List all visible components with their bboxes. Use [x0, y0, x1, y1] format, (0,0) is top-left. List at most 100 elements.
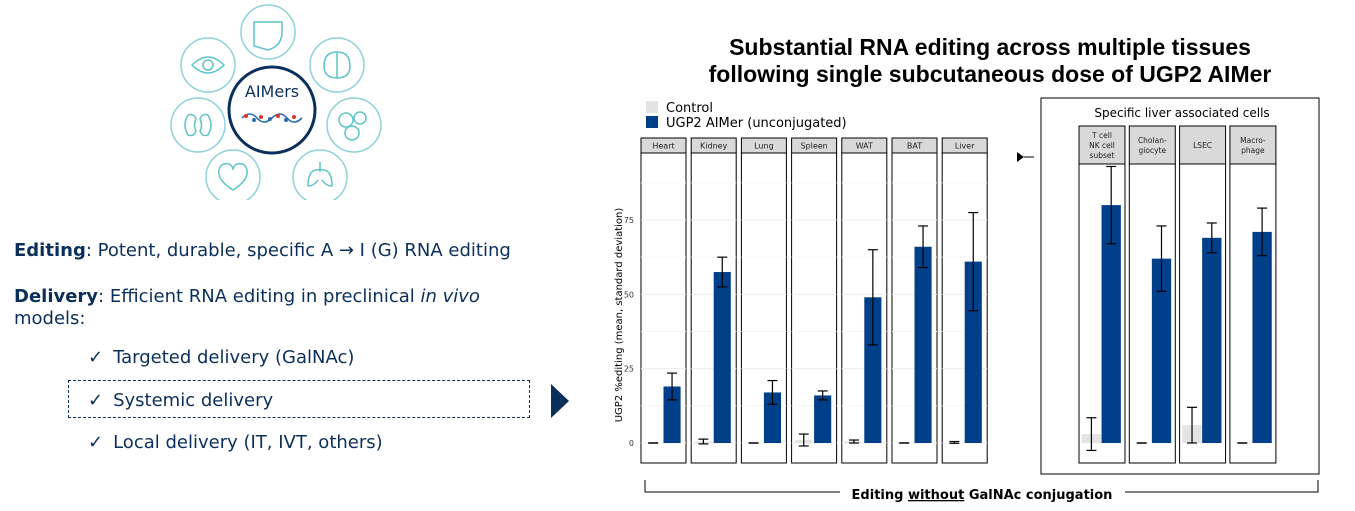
- chart-title-line-2: following single subcutaneous dose of UG…: [708, 61, 1272, 87]
- bar-aimer: [864, 297, 882, 443]
- facet-strip-label: giocyte: [1139, 146, 1167, 155]
- chart-footer: Editing without GalNAc conjugation: [644, 480, 1319, 503]
- bar-aimer: [914, 246, 932, 443]
- bar-aimer: [964, 261, 982, 443]
- check-item-systemic: ✓ Systemic delivery: [88, 390, 273, 411]
- chart-title-line-1: Substantial RNA editing across multiple …: [729, 34, 1251, 60]
- facet-strip-label: NK cell: [1089, 141, 1115, 150]
- facet-strip: [1229, 125, 1277, 165]
- facet-strip: [941, 137, 988, 154]
- check-item-label: Targeted delivery (GalNAc): [113, 347, 355, 368]
- delivery-line: Delivery: Efficient RNA editing in precl…: [14, 286, 480, 307]
- facet-strip: [1078, 125, 1126, 165]
- legend-label-aimer: UGP2 AIMer (unconjugated): [666, 116, 847, 131]
- check-item-label: Systemic delivery: [113, 390, 274, 411]
- facet-strip: [690, 137, 737, 154]
- kidney-icon: [170, 97, 226, 153]
- facet-strip-label: Cholan-: [1138, 136, 1167, 145]
- facet-liver: Liver: [941, 137, 988, 464]
- facet-strip: [640, 137, 687, 154]
- y-tick-label: 0: [629, 439, 634, 448]
- facet-strip-label: T cell: [1091, 131, 1112, 140]
- editing-text: : Potent, durable, specific A → I (G) RN…: [85, 240, 511, 261]
- bar-aimer: [763, 392, 781, 443]
- y-tick-label: 75: [624, 216, 634, 225]
- aimers-label: AIMers: [245, 82, 299, 101]
- footer-label-a: Editing: [852, 488, 908, 503]
- facet-kidney: Kidney: [690, 137, 737, 464]
- bar-aimer: [713, 272, 731, 443]
- facet-wat: WAT: [841, 137, 888, 464]
- facet-lung: Lung: [740, 137, 787, 464]
- bar-aimer: [814, 395, 832, 443]
- connector-arrow-icon: [1017, 152, 1024, 162]
- facet-heart: Heart: [640, 137, 687, 464]
- facet-strip-label: Liver: [955, 142, 975, 151]
- liver-cell-facet: Macro-phage: [1229, 125, 1277, 464]
- delivery-term: Delivery: [14, 286, 99, 307]
- facet-spleen: Spleen: [791, 137, 838, 464]
- aimers-hub-graphic: AIMers: [170, 4, 382, 200]
- pointer-arrow-icon: [551, 384, 569, 418]
- facet-strip: [740, 137, 787, 154]
- facet-strip-label: phage: [1241, 146, 1265, 155]
- facet-strip-label: Macro-: [1240, 136, 1266, 145]
- delivery-text-italic: in vivo: [420, 286, 480, 307]
- bar-aimer: [1101, 205, 1121, 443]
- check-item-label: Local delivery (IT, IVT, others): [113, 432, 383, 453]
- brain-icon: [309, 37, 365, 93]
- heart-icon: [205, 149, 261, 200]
- y-tick-label: 25: [624, 365, 634, 374]
- check-icon: ✓: [88, 390, 104, 411]
- footer-label-b: without: [908, 488, 964, 503]
- liver-icon: [240, 4, 296, 60]
- facet-bat: BAT: [891, 137, 938, 464]
- liver-cells-panel: Specific liver associated cells T cellNK …: [1017, 97, 1320, 475]
- facet-strip: [891, 137, 938, 154]
- editing-line: Editing: Potent, durable, specific A → I…: [14, 240, 511, 261]
- facet-strip: [791, 137, 838, 154]
- check-icon: ✓: [88, 432, 104, 453]
- chart-title: Substantial RNA editing across multiple …: [620, 34, 1355, 88]
- bar-aimer: [1252, 231, 1272, 443]
- legend-swatch-aimer: [646, 116, 658, 128]
- check-item-targeted: ✓ Targeted delivery (GalNAc): [88, 347, 354, 368]
- bar-aimer: [1202, 237, 1222, 443]
- footer-bracket: [644, 480, 1319, 493]
- y-axis-label: UGP2 %editing (mean, standard deviation): [614, 208, 625, 423]
- delivery-text-a: : Efficient RNA editing in preclinical: [98, 286, 421, 307]
- left-panel: AIMers Editing: Potent, durable, specifi…: [0, 0, 600, 511]
- facet-strip-label: Heart: [652, 142, 674, 151]
- facet-strip-label: subset: [1090, 151, 1115, 160]
- check-icon: ✓: [88, 347, 104, 368]
- cells-icon: [326, 97, 382, 153]
- liver-panel-title: Specific liver associated cells: [1094, 106, 1269, 120]
- facet-strip-label: LSEC: [1193, 141, 1212, 150]
- rna-strand-icon: [241, 113, 303, 123]
- aimers-center-circle: AIMers: [227, 65, 317, 155]
- facet-strip: [1128, 125, 1176, 165]
- liver-cell-facet: LSEC: [1179, 125, 1227, 464]
- facet-strip-label: Kidney: [700, 142, 728, 151]
- check-item-local: ✓ Local delivery (IT, IVT, others): [88, 432, 383, 453]
- facet-strip: [1179, 125, 1227, 165]
- facet-strip-label: WAT: [856, 142, 873, 151]
- footer-label-c: GalNAc conjugation: [964, 488, 1112, 503]
- y-axis: UGP2 %editing (mean, standard deviation)…: [614, 208, 634, 448]
- facet-strip: [841, 137, 888, 154]
- lungs-icon: [292, 149, 348, 200]
- legend-swatch-control: [646, 101, 658, 113]
- facet-strip-label: Spleen: [800, 142, 827, 151]
- eye-icon: [180, 37, 236, 93]
- tissue-facets: Heart Kidney Lung Spleen WAT BAT Liver: [640, 137, 988, 464]
- footer-label: Editing without GalNAc conjugation: [852, 488, 1113, 503]
- delivery-line-2: models:: [14, 308, 86, 329]
- editing-term: Editing: [14, 240, 86, 261]
- facet-strip-label: BAT: [907, 142, 922, 151]
- y-tick-label: 50: [624, 290, 634, 299]
- liver-cell-facet: Cholan-giocyte: [1128, 125, 1176, 464]
- systemic-highlight-box: [68, 380, 530, 418]
